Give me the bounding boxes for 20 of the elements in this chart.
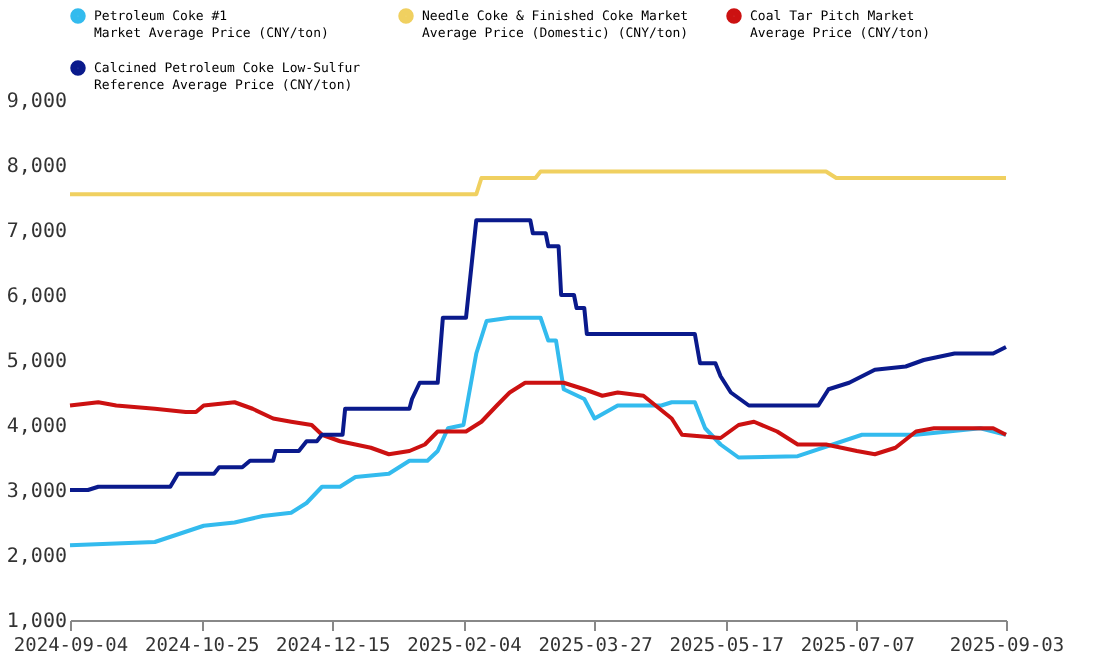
x-tick-label: 2025-09-03 — [949, 635, 1065, 657]
y-tick-label: 9,000 — [6, 91, 67, 113]
y-tick-label: 2,000 — [6, 546, 67, 568]
y-tick-label: 3,000 — [6, 481, 67, 503]
y-tick-label: 1,000 — [6, 611, 67, 633]
x-tick-label: 2025-05-17 — [669, 635, 784, 657]
y-tick-label: 4,000 — [6, 416, 67, 438]
x-tick-label: 2024-09-04 — [13, 635, 129, 657]
x-tick-label: 2024-10-25 — [144, 635, 260, 657]
y-tick-label: 8,000 — [6, 156, 67, 178]
x-tick-label: 2025-03-27 — [538, 635, 653, 657]
x-tick-label: 2025-07-07 — [800, 635, 916, 657]
x-tick-label: 2024-12-15 — [276, 635, 391, 657]
line-series — [68, 380, 1008, 457]
line-series — [68, 315, 1008, 548]
y-tick-label: 6,000 — [6, 286, 67, 308]
y-tick-label: 7,000 — [6, 221, 67, 243]
line-series — [68, 218, 1008, 492]
y-tick-label: 5,000 — [6, 351, 67, 373]
x-tick-label: 2025-02-04 — [407, 635, 523, 657]
